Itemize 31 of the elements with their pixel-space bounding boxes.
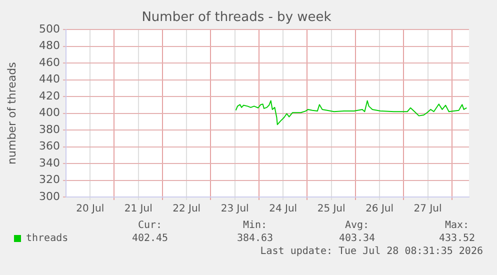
legend-label: threads xyxy=(25,233,68,244)
text: 384.63 xyxy=(236,233,274,244)
y-tick-label: 320 xyxy=(39,173,60,186)
text: Min: xyxy=(242,220,268,231)
y-tick-label: 500 xyxy=(39,22,60,36)
text: Avg: xyxy=(344,220,370,231)
y-axis-title: number of threads xyxy=(5,62,18,164)
y-tick-label: 480 xyxy=(39,39,60,52)
x-tick-label: 21 Jul xyxy=(124,204,152,215)
x-tick-label: 26 Jul xyxy=(366,204,394,215)
x-tick-label: 22 Jul xyxy=(172,204,201,215)
y-tick-label: 420 xyxy=(39,89,60,102)
x-tick-label: 27 Jul xyxy=(414,204,442,215)
y-tick-label: 460 xyxy=(39,56,60,69)
chart-title: Number of threads - by week xyxy=(142,10,332,26)
text: 403.34 xyxy=(338,233,376,244)
x-tick-label: 25 Jul xyxy=(317,204,346,215)
text: 433.52 xyxy=(438,233,476,244)
y-tick-label: 340 xyxy=(39,156,60,170)
text: Max: xyxy=(444,220,470,231)
text: Cur: xyxy=(138,220,162,231)
text: Last update: Tue Jul 28 08:31:35 2026 xyxy=(260,246,483,257)
text: 402.45 xyxy=(132,233,168,244)
y-tick-label: 440 xyxy=(39,72,60,86)
y-tick-label: 300 xyxy=(39,190,60,203)
y-tick-label: 360 xyxy=(39,140,60,153)
y-tick-label: 400 xyxy=(39,106,60,120)
y-tick-label: 380 xyxy=(39,122,60,136)
x-tick-label: 23 Jul xyxy=(220,204,249,215)
x-tick-label: 24 Jul xyxy=(269,204,298,215)
x-tick-label: 20 Jul xyxy=(76,204,104,215)
